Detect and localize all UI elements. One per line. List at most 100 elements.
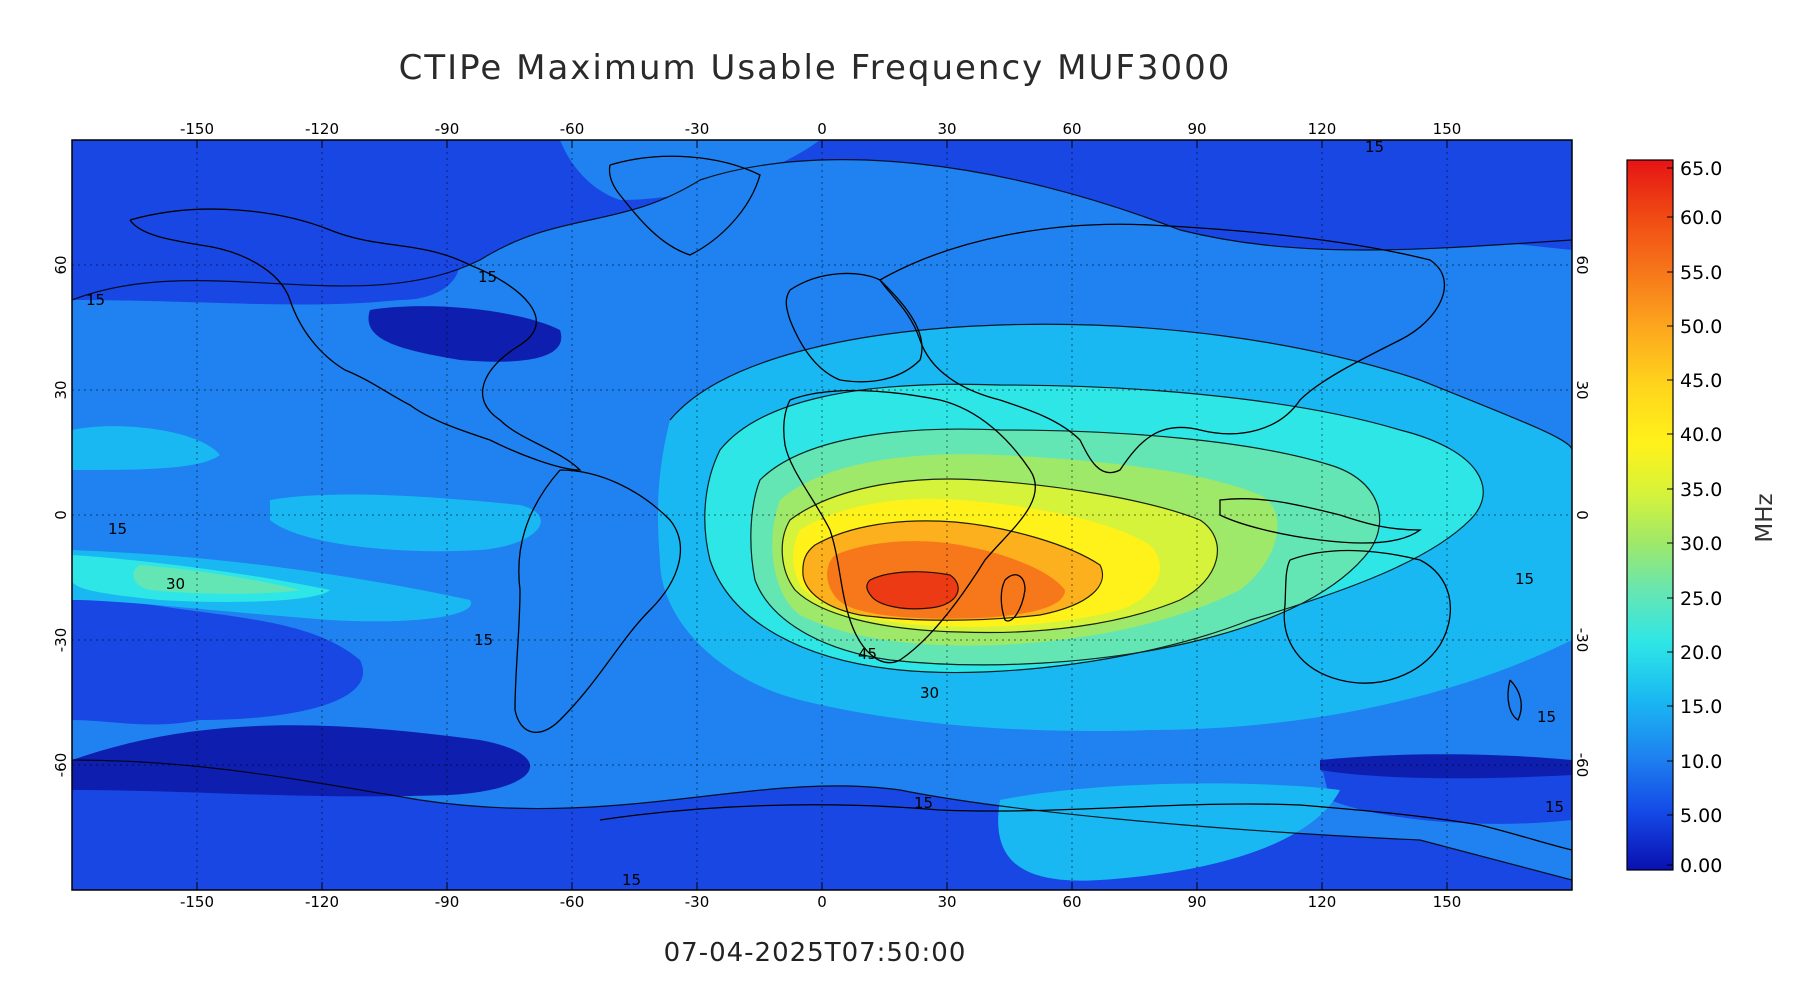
lon-tick-label: 60 xyxy=(1062,893,1081,911)
lon-tick-label: 90 xyxy=(1187,893,1206,911)
contour-labels: 15 15 30 15 45 30 15 15 15 15 15 15 15 xyxy=(86,138,1564,889)
colorbar: 65.0 60.0 55.0 50.0 45.0 40.0 35.0 30.0 … xyxy=(1626,158,1778,877)
lon-tick-label: 150 xyxy=(1433,893,1462,911)
contour-band-0-pocket-2 xyxy=(72,725,531,797)
contour-label: 15 xyxy=(1545,798,1564,816)
lon-tick-label: 120 xyxy=(1308,893,1337,911)
contour-line-15-north xyxy=(72,159,1572,301)
contour-label: 15 xyxy=(914,794,933,812)
contour-label: 15 xyxy=(1365,138,1384,156)
contour-label: 15 xyxy=(108,520,127,538)
lat-tick-label: 30 xyxy=(52,380,70,399)
lon-tick-label: -90 xyxy=(435,893,460,911)
contour-line-50 xyxy=(802,520,1104,621)
coastline-south-america xyxy=(514,469,682,733)
coastline-north-america xyxy=(129,208,582,471)
lon-tick-label: -60 xyxy=(560,120,585,138)
coastline-australia xyxy=(1283,549,1452,684)
lat-tick-label: -60 xyxy=(52,753,70,778)
colorbar-labels: 65.0 60.0 55.0 50.0 45.0 40.0 35.0 30.0 … xyxy=(1680,158,1722,877)
contour-band-10-pocket-1 xyxy=(72,590,364,725)
coastline-europe xyxy=(785,272,923,383)
timestamp: 07-04-2025T07:50:00 xyxy=(663,938,967,968)
colorbar-tick-label: 30.0 xyxy=(1680,533,1722,555)
chart-title: CTIPe Maximum Usable Frequency MUF3000 xyxy=(398,48,1232,88)
lat-tick-label: -60 xyxy=(1573,753,1591,778)
contour-band-20-atlantic xyxy=(270,494,541,552)
colorbar-tick-label: 65.0 xyxy=(1680,158,1722,180)
contour-band-10-pocket-3 xyxy=(1294,174,1572,250)
lat-tick-label: 30 xyxy=(1573,380,1591,399)
colorbar-tick-label: 15.0 xyxy=(1680,696,1722,718)
colorbar-tick-label: 55.0 xyxy=(1680,262,1722,284)
coastline-indonesia xyxy=(1219,498,1422,544)
lat-tick-label: 60 xyxy=(1573,255,1591,274)
axis-ticks xyxy=(196,140,1448,890)
lon-tick-label: -90 xyxy=(435,120,460,138)
colorbar-tick-label: 45.0 xyxy=(1680,370,1722,392)
coastline-antarctica xyxy=(599,803,1572,851)
muf-map: 15 15 30 15 45 30 15 15 15 15 15 15 15 xyxy=(72,138,1572,890)
contour-label: 45 xyxy=(858,645,877,663)
lon-tick-label: -30 xyxy=(685,120,710,138)
contour-band-15-north xyxy=(560,140,820,200)
contour-label: 15 xyxy=(474,631,493,649)
lat-labels-right: 60 30 0 -30 -60 xyxy=(1573,255,1591,777)
lat-tick-label: -30 xyxy=(1573,628,1591,653)
lon-tick-label: -120 xyxy=(305,893,339,911)
lon-tick-label: 0 xyxy=(817,120,827,138)
colorbar-tick-label: 20.0 xyxy=(1680,642,1722,664)
colorbar-unit-label: MHz xyxy=(1752,493,1778,542)
colorbar-ticks xyxy=(1667,167,1673,866)
lon-labels-top: -150 -120 -90 -60 -30 0 30 60 90 120 150 xyxy=(180,120,1461,138)
lon-tick-label: 90 xyxy=(1187,120,1206,138)
lon-tick-label: 150 xyxy=(1433,120,1462,138)
contour-label: 15 xyxy=(478,268,497,286)
contour-line-25 xyxy=(704,383,1484,674)
colorbar-tick-label: 5.00 xyxy=(1680,805,1722,827)
coastline-greenland xyxy=(608,155,761,256)
contour-band-20-pacific xyxy=(72,426,220,470)
lat-tick-label: 0 xyxy=(1573,510,1591,520)
lon-tick-label: -150 xyxy=(180,120,214,138)
lon-tick-label: 30 xyxy=(937,893,956,911)
contour-lines xyxy=(72,159,1572,881)
contour-label: 30 xyxy=(920,684,939,702)
lat-tick-label: -30 xyxy=(52,628,70,653)
coastline-africa xyxy=(783,389,1036,664)
lon-tick-label: -30 xyxy=(685,893,710,911)
contour-band-30-west xyxy=(133,565,300,594)
lat-tick-label: 0 xyxy=(52,510,70,520)
contour-line-15-south xyxy=(72,759,1572,881)
lon-tick-label: 30 xyxy=(937,120,956,138)
colorbar-tick-label: 25.0 xyxy=(1680,588,1722,610)
coastlines xyxy=(129,155,1572,851)
lon-labels-bottom: -150 -120 -90 -60 -30 0 30 60 90 120 150 xyxy=(180,893,1461,911)
lon-tick-label: 60 xyxy=(1062,120,1081,138)
contour-line-30 xyxy=(750,428,1381,666)
contour-band-0-pocket-3 xyxy=(1320,754,1572,779)
contour-band-0-pocket-1 xyxy=(368,306,562,362)
contour-band-20-south xyxy=(998,783,1340,881)
colorbar-tick-label: 10.0 xyxy=(1680,751,1722,773)
contour-label: 15 xyxy=(622,871,641,889)
coastline-madagascar xyxy=(1000,574,1026,622)
colorbar-tick-label: 0.00 xyxy=(1680,855,1722,877)
coastline-asia xyxy=(879,223,1446,474)
colorbar-tick-label: 40.0 xyxy=(1680,424,1722,446)
grid-lines xyxy=(72,140,1572,890)
contour-band-60 xyxy=(866,571,959,609)
lon-tick-label: -150 xyxy=(180,893,214,911)
contour-line-40 xyxy=(781,478,1218,634)
lon-tick-label: -60 xyxy=(560,893,585,911)
colorbar-tick-label: 60.0 xyxy=(1680,207,1722,229)
contour-label: 15 xyxy=(1515,570,1534,588)
contour-label: 15 xyxy=(86,291,105,309)
colorbar-tick-label: 35.0 xyxy=(1680,479,1722,501)
lat-tick-label: 60 xyxy=(52,255,70,274)
contour-label: 15 xyxy=(1537,708,1556,726)
contour-line-60 xyxy=(866,571,959,610)
lat-labels-left: 60 30 0 -30 -60 xyxy=(52,255,70,777)
lon-tick-label: -120 xyxy=(305,120,339,138)
